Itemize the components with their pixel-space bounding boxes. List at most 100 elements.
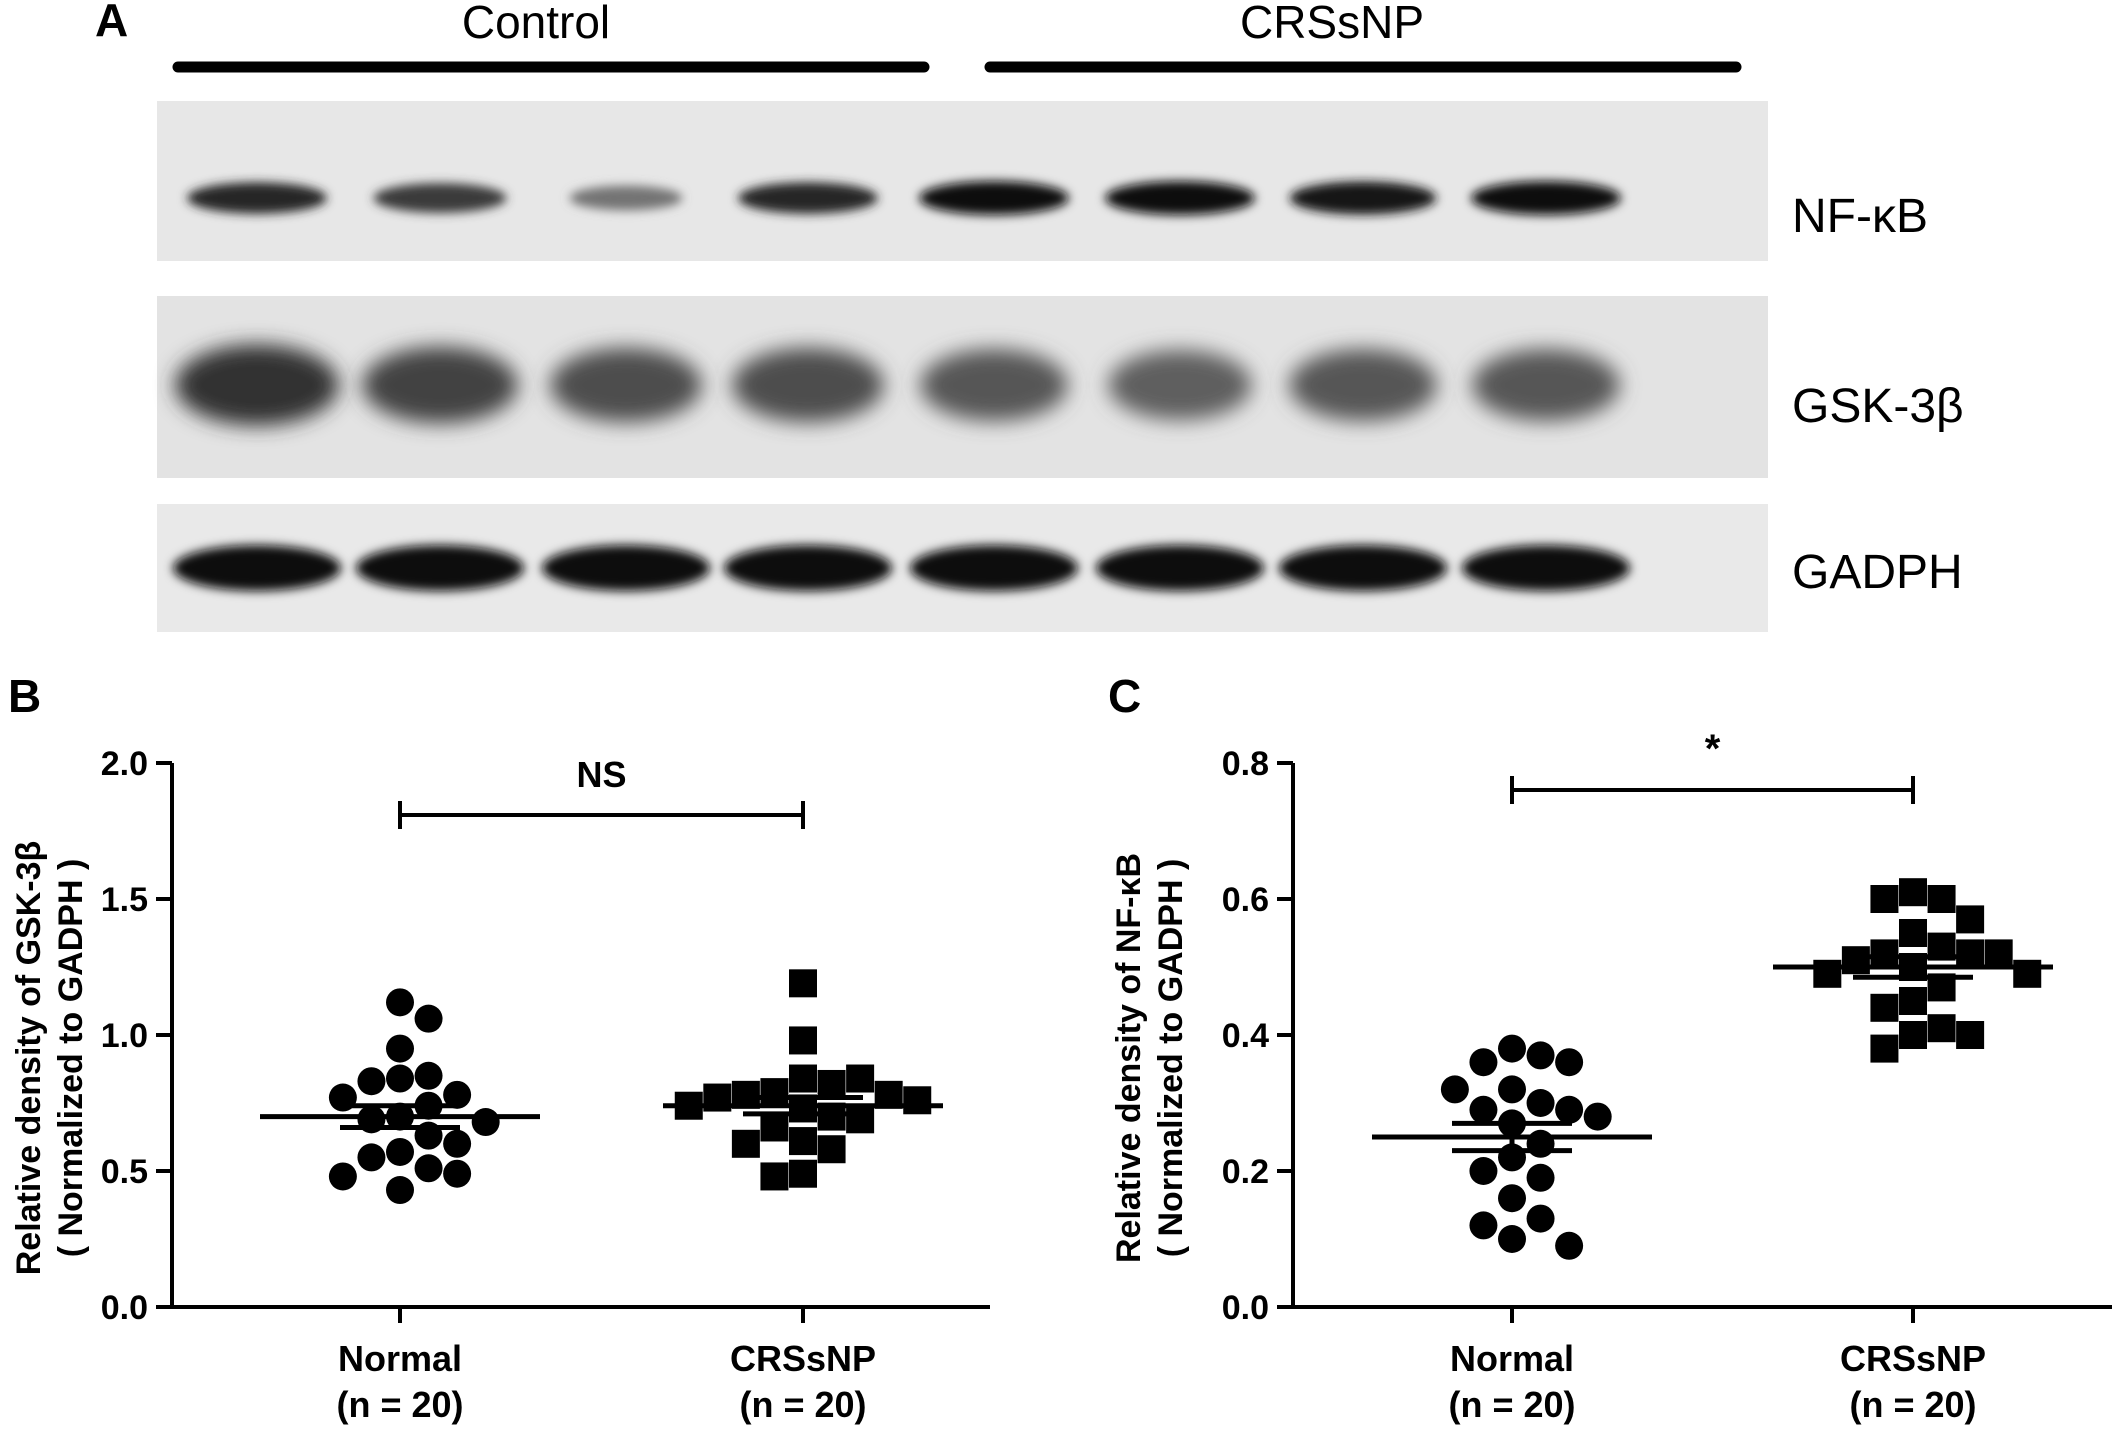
band-gadph-lane-3 [542,545,710,591]
panel-a: A Control CRSsNP NF-κB GSK-3β GADPH [95,0,1964,632]
data-point-normal-3 [1469,1048,1498,1077]
data-point-normal-16 [1498,1184,1526,1213]
data-point-normal-19 [1498,1225,1526,1253]
data-point-crssnp-5 [1899,919,1927,947]
panel-b-points [328,969,932,1205]
panel-b-significance-bracket: NS [398,754,805,829]
data-point-normal-16 [357,1143,386,1172]
data-point-crssnp-10 [903,1086,932,1115]
data-point-normal-12 [1526,1129,1555,1158]
data-point-normal-18 [443,1159,472,1188]
data-point-crssnp-17 [731,1129,760,1158]
data-point-normal-6 [357,1067,386,1096]
panel-b-ylabel-line1: Relative density of GSK-3β [10,841,48,1276]
data-point-crssnp-9 [1984,939,2013,968]
band-nfkb-lane-3 [569,185,683,211]
data-point-normal-2 [1526,1041,1555,1070]
data-point-normal-15 [386,1137,414,1166]
data-point-normal-5 [386,1064,414,1093]
band-nfkb-lane-8 [1471,181,1621,215]
data-point-normal-19 [328,1162,357,1191]
y-tick-label: 0.5 [101,1153,148,1191]
panel-b-x-label-normal: Normal [338,1338,462,1379]
panel-b-ylabel-line2: ( Normalized to GADPH ) [52,859,90,1258]
band-gsk3b-lane-2 [362,346,518,424]
band-gadph-lane-6 [1096,545,1264,591]
panel-b-letter: B [8,670,41,722]
data-point-normal-14 [1469,1157,1498,1185]
y-tick-label: 0.0 [1222,1289,1269,1327]
panel-c-mean-sem [1372,954,2053,1154]
band-gsk3b-lane-8 [1472,349,1620,421]
y-tick-label: 0.4 [1222,1017,1269,1055]
panel-a-letter: A [95,0,128,46]
data-point-crssnp-17 [1927,1014,1956,1043]
y-tick-label: 0.2 [1222,1153,1269,1191]
data-point-crssnp-8 [1956,939,1985,968]
band-gsk3b-lane-6 [1108,350,1252,420]
data-point-normal-6 [1440,1075,1469,1104]
bands-nfkb [187,181,1621,215]
band-nfkb-lane-1 [187,182,327,214]
data-point-crssnp-15 [760,1113,789,1142]
panel-c-x-label-crssnp: CRSsNP [1840,1338,1986,1379]
data-point-crssnp-4 [1956,905,1985,934]
data-point-crssnp-6 [760,1078,789,1107]
data-point-normal-1 [1498,1034,1526,1063]
data-point-normal-5 [1498,1075,1526,1104]
band-nfkb-lane-7 [1289,181,1437,215]
data-point-crssnp-19 [1956,1021,1985,1049]
panel-c-axes [1291,763,2112,1323]
panel-b-axes [170,763,990,1323]
panel-c-ylabel-line1: Relative density of NF-κB [1110,853,1148,1263]
data-point-crssnp-2 [1927,885,1956,913]
band-gsk3b-lane-4 [732,347,884,423]
row-label-gsk3b: GSK-3β [1792,380,1964,433]
data-point-crssnp-12 [1813,959,1842,988]
band-nfkb-lane-2 [373,183,507,213]
band-nfkb-lane-4 [738,182,878,214]
data-point-crssnp-16 [789,1127,817,1156]
data-point-crssnp-15 [1899,987,1927,1015]
band-nfkb-lane-5 [919,181,1069,215]
group-label-control: Control [462,0,610,48]
band-gadph-lane-7 [1279,545,1447,591]
panel-c-x-label-normal: Normal [1450,1338,1574,1379]
data-point-crssnp-20 [1870,1034,1899,1063]
data-point-crssnp-4 [846,1064,875,1093]
data-point-normal-17 [1526,1204,1555,1233]
panel-b-n-label-normal: (n = 20) [336,1384,463,1425]
data-point-normal-7 [1526,1089,1555,1117]
band-gadph-lane-8 [1462,545,1630,591]
band-gsk3b-lane-5 [920,349,1068,421]
data-point-crssnp-2 [789,1026,817,1055]
data-point-normal-14 [443,1129,472,1158]
y-tick-label: 0.8 [1222,745,1269,783]
panel-b-y-ticks: 0.0 0.5 1.0 1.5 2.0 [101,745,172,1327]
panel-c-letter: C [1108,670,1141,722]
panel-c-ylabel-line2: ( Normalized to GADPH ) [1152,859,1190,1258]
panel-c-n-label-crssnp: (n = 20) [1849,1384,1976,1425]
bands-gsk3b [175,344,1620,426]
data-point-normal-4 [414,1061,443,1090]
data-point-crssnp-18 [1899,1021,1927,1049]
data-point-normal-4 [1555,1048,1584,1077]
data-point-normal-8 [1469,1095,1498,1124]
data-point-crssnp-1 [789,969,817,998]
data-point-crssnp-19 [789,1159,817,1188]
data-point-normal-20 [1555,1231,1584,1260]
panel-c-points [1440,878,2042,1260]
data-point-crssnp-10 [1841,946,1870,975]
data-point-crssnp-1 [1899,878,1927,907]
data-point-crssnp-3 [1870,885,1899,913]
row-label-nfkb: NF-κB [1792,190,1928,243]
band-gsk3b-lane-3 [550,347,702,423]
data-point-normal-3 [386,1034,414,1063]
data-point-crssnp-7 [1870,939,1899,968]
data-point-crssnp-20 [760,1162,789,1191]
data-point-normal-20 [386,1176,414,1205]
y-tick-label: 0.0 [101,1289,148,1327]
panel-b-significance-label: NS [576,754,626,795]
panel-b-x-labels: Normal (n = 20) CRSsNP (n = 20) [336,1338,876,1425]
